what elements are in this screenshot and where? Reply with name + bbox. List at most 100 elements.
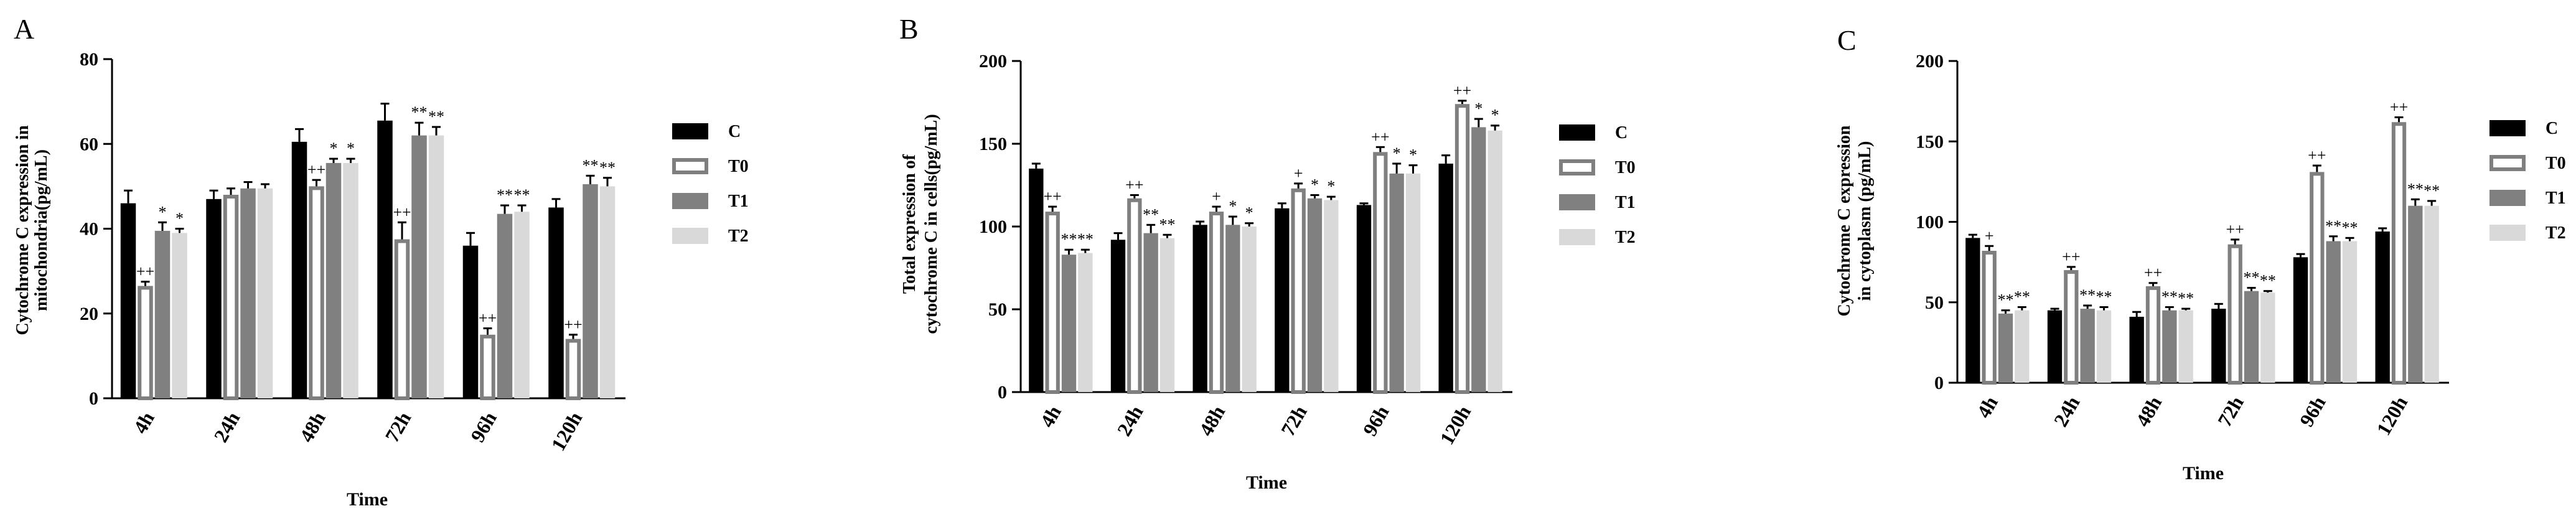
- bar-t1-4h: [154, 230, 171, 398]
- bar-t1-120h: [1471, 127, 1486, 392]
- legend-swatch-t2: [2489, 225, 2526, 241]
- x-tick-label: 72h: [380, 408, 415, 446]
- significance-mark: *: [1409, 146, 1417, 164]
- significance-mark: ++: [2062, 248, 2080, 266]
- significance-mark: ++: [2144, 264, 2162, 282]
- bar-t2-24h: [2096, 310, 2112, 383]
- bar-t0-120h: [565, 339, 581, 400]
- y-tick-label: 40: [80, 219, 98, 240]
- bar-t1-4h: [1061, 255, 1077, 392]
- x-axis-title: Time: [1246, 472, 1287, 493]
- significance-mark: **: [1998, 291, 2014, 309]
- bar-t1-72h: [2244, 291, 2259, 383]
- bar-t1-96h: [497, 213, 513, 398]
- significance-mark: ++: [393, 203, 411, 221]
- bar-t0-96h: [480, 334, 495, 400]
- bar-c-120h: [548, 207, 564, 398]
- y-tick-label: 0: [89, 388, 98, 409]
- y-tick-label: 50: [1925, 292, 1944, 313]
- x-tick-label: 96h: [466, 408, 501, 446]
- bar-t2-120h: [599, 186, 616, 398]
- significance-mark: **: [428, 108, 444, 126]
- chart-panel-c: C 0 50 100 150 200 Cytochrome C expression in c…: [1835, 24, 2566, 484]
- significance-mark: **: [2424, 182, 2440, 200]
- bar-t2-72h: [1324, 200, 1339, 392]
- chart-panel-b: B 0 50 100 150 200 Total expression of cytochro…: [899, 13, 1636, 493]
- y-tick-label: 0: [998, 382, 1007, 403]
- y-axis-label: cytochrome C in cells(pg/mL): [922, 114, 941, 334]
- x-tick-label: 48h: [1194, 401, 1229, 439]
- significance-mark: *: [1474, 100, 1482, 118]
- significance-mark: ++: [1044, 187, 1062, 205]
- legend-label: T1: [728, 192, 749, 211]
- y-tick-label: 50: [988, 299, 1007, 320]
- significance-mark: **: [2407, 180, 2424, 198]
- significance-mark: *: [1327, 177, 1335, 195]
- y-tick-label: 60: [80, 134, 98, 154]
- significance-mark: +: [1294, 164, 1303, 182]
- panel-label: B: [899, 13, 919, 45]
- significance-mark: **: [2342, 218, 2358, 236]
- legend-swatch-c: [1559, 124, 1595, 141]
- y-tick-label: 200: [1916, 51, 1944, 72]
- bar-t1-24h: [240, 188, 256, 398]
- bar-t0-4h: [1982, 251, 1997, 385]
- significance-mark: **: [497, 186, 513, 204]
- bar-c-24h: [206, 199, 222, 398]
- panel-label: A: [14, 13, 34, 45]
- bar-c-72h: [2211, 309, 2226, 383]
- significance-mark: *: [1311, 175, 1319, 194]
- significance-mark: ++: [2226, 220, 2244, 238]
- bar-c-120h: [1438, 163, 1453, 392]
- bar-t1-96h: [1389, 173, 1404, 392]
- bar-t1-24h: [1143, 233, 1158, 392]
- bar-t1-48h: [326, 162, 342, 398]
- y-tick-label: 80: [80, 49, 98, 70]
- bar-t0-96h: [1373, 152, 1388, 395]
- y-axis-label: Cytochrome C expression in: [13, 125, 32, 335]
- bar-t2-4h: [172, 233, 187, 398]
- legend-label: T2: [2546, 223, 2566, 243]
- x-tick-label: 4h: [1036, 401, 1066, 431]
- bar-t1-120h: [583, 184, 598, 398]
- bar-t2-96h: [514, 212, 530, 398]
- bar-c-96h: [1356, 205, 1372, 392]
- bar-t1-120h: [2408, 205, 2423, 383]
- x-tick-label: 120h: [2372, 392, 2412, 439]
- chart-panel-a: A 0 20 40 60 80 Cytochrome C expression in mito…: [13, 13, 749, 510]
- bar-t2-96h: [1405, 173, 1421, 392]
- panel-label: C: [1837, 24, 1857, 56]
- bar-t2-96h: [2342, 241, 2358, 383]
- x-tick-label: 24h: [2049, 392, 2084, 430]
- y-tick-label: 100: [979, 217, 1007, 237]
- bar-c-96h: [2293, 257, 2308, 383]
- bar-t0-24h: [223, 195, 239, 400]
- bar-t0-24h: [1127, 198, 1142, 394]
- x-tick-label: 48h: [295, 408, 330, 446]
- bar-t2-120h: [1487, 130, 1502, 392]
- bar-t2-48h: [1242, 227, 1257, 392]
- significance-mark: **: [1159, 215, 1176, 233]
- significance-mark: ++: [136, 263, 154, 281]
- y-tick-label: 100: [1916, 212, 1944, 233]
- significance-mark: **: [2178, 289, 2194, 307]
- legend-label: C: [2546, 119, 2558, 138]
- significance-mark: **: [2096, 288, 2112, 306]
- y-axis-label: mitochondria(pg/mL): [32, 149, 51, 311]
- significance-mark: ++: [1371, 128, 1389, 146]
- bar-t1-24h: [2080, 309, 2095, 383]
- bar-c-72h: [377, 120, 393, 398]
- bar-t2-72h: [2260, 292, 2275, 383]
- legend-label: T0: [728, 157, 749, 176]
- bar-c-72h: [1275, 208, 1290, 392]
- bar-t1-96h: [2326, 241, 2341, 383]
- significance-mark: *: [330, 139, 338, 157]
- bar-c-120h: [2375, 232, 2390, 383]
- significance-mark: ++: [479, 309, 497, 327]
- bar-t0-72h: [1291, 188, 1306, 394]
- significance-mark: ++: [1453, 82, 1471, 100]
- significance-mark: **: [1077, 230, 1094, 248]
- bar-t2-120h: [2424, 205, 2439, 383]
